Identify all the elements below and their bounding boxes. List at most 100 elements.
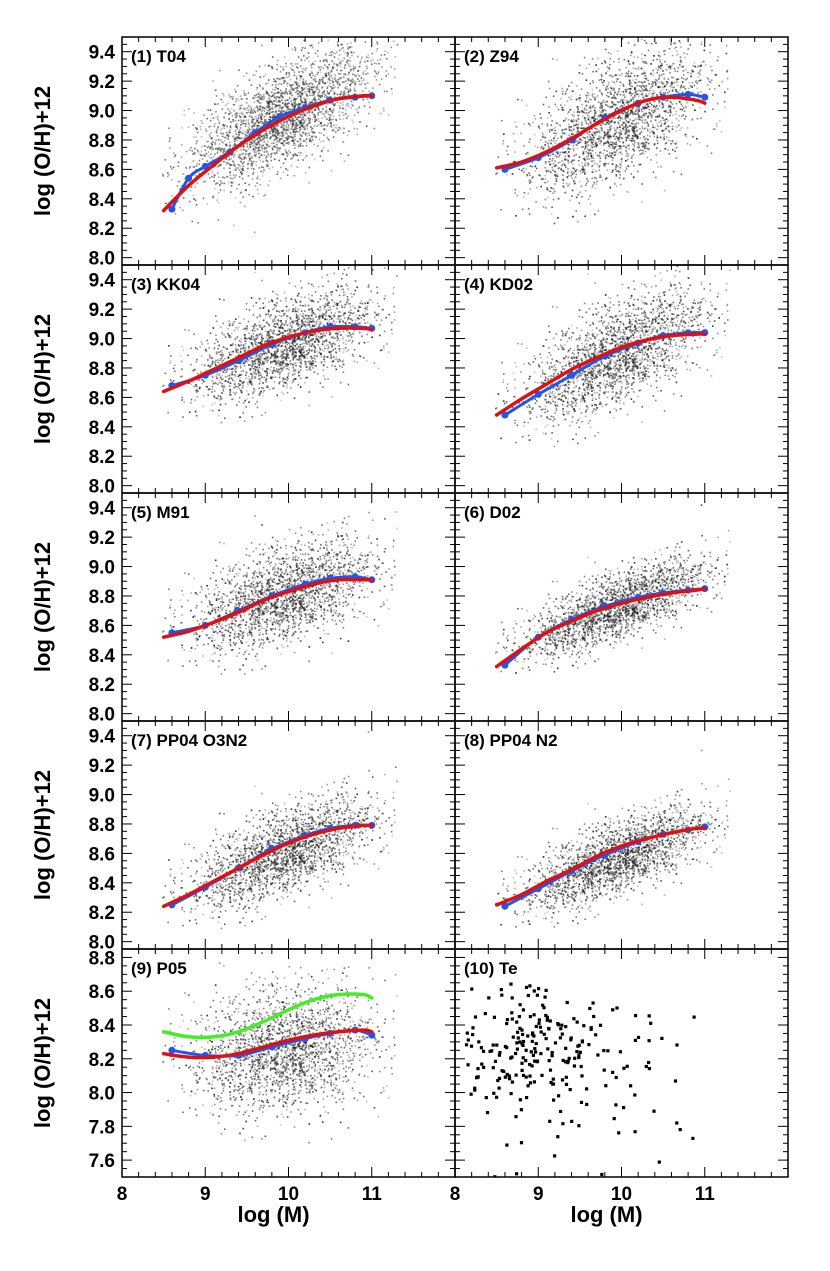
panel-frame xyxy=(454,36,789,266)
fit-line-red xyxy=(494,95,707,170)
median-point xyxy=(185,174,193,182)
panel-3: 8.0 8.2 8.4 8.6 8.8 9.0 9.2 9.4 log (O/H)+12 (3) … xyxy=(30,264,456,498)
panel-label: (7) PP04 O3N2 xyxy=(131,731,247,750)
y-tick-label: 8.4 xyxy=(89,190,116,211)
y-tick-label: 9.2 xyxy=(89,300,115,321)
y-tick-label: 8.2 xyxy=(89,219,115,240)
y-tick-label: 9.4 xyxy=(89,43,116,64)
fit-line-red xyxy=(161,823,374,909)
panel-label: (2) Z94 xyxy=(464,47,519,66)
panel-frame xyxy=(121,720,456,950)
median-point xyxy=(568,371,576,379)
y-axis-title: log (O/H)+12 xyxy=(30,998,55,1128)
y-tick-label: 9.0 xyxy=(89,558,115,579)
y-tick-label: 8.0 xyxy=(89,1084,115,1105)
median-point xyxy=(501,411,509,419)
scatter-points xyxy=(464,982,696,1177)
scatter-points xyxy=(495,504,731,674)
y-tick-label: 8.0 xyxy=(89,705,115,726)
y-tick-label: 7.6 xyxy=(89,1151,115,1172)
y-tick-label: 8.8 xyxy=(89,131,115,152)
x-tick-label: 9 xyxy=(533,1184,544,1205)
scatter-points xyxy=(162,731,398,930)
scatter-points xyxy=(495,265,731,448)
scatter-points xyxy=(495,37,729,225)
panel-6: (6) D02 xyxy=(454,492,789,722)
fit-line-red xyxy=(161,93,374,213)
y-tick-label: 8.2 xyxy=(89,1050,115,1071)
panel-label: (4) KD02 xyxy=(464,275,533,294)
median-point xyxy=(368,1031,376,1039)
fit-line-red xyxy=(161,326,374,394)
scatter-points xyxy=(162,952,398,1144)
y-axis-title: log (O/H)+12 xyxy=(30,314,55,444)
x-tick-label: 11 xyxy=(695,1184,716,1205)
panel-label: (9) P05 xyxy=(131,959,187,978)
fit-line-red xyxy=(494,332,707,417)
median-point xyxy=(168,205,176,213)
y-tick-label: 8.2 xyxy=(89,675,115,696)
y-tick-label: 8.6 xyxy=(89,982,115,1003)
y-tick-label: 8.4 xyxy=(89,646,116,667)
panel-label: (5) M91 xyxy=(131,503,190,522)
y-tick-label: 8.4 xyxy=(89,874,116,895)
y-tick-label: 9.4 xyxy=(89,727,116,748)
y-tick-label: 7.8 xyxy=(89,1117,115,1138)
x-axis-title: log (M) xyxy=(570,1202,642,1227)
scatter-points xyxy=(162,267,398,424)
y-tick-label: 9.4 xyxy=(89,499,116,520)
y-tick-label: 8.4 xyxy=(89,418,116,439)
median-point xyxy=(534,390,542,398)
panel-7: 8.0 8.2 8.4 8.6 8.8 9.0 9.2 9.4 log (O/H)+12 (7) … xyxy=(30,720,456,954)
fit-line-red xyxy=(161,577,374,639)
y-tick-label: 9.2 xyxy=(89,528,115,549)
y-tick-label: 8.6 xyxy=(89,160,115,181)
panel-4: (4) KD02 xyxy=(454,264,789,494)
scatter-points xyxy=(162,511,398,675)
panel-frame xyxy=(454,948,789,1178)
y-tick-label: 8.8 xyxy=(89,815,115,836)
panel-label: (10) Te xyxy=(464,959,518,978)
panel-8: (8) PP04 N2 xyxy=(454,720,789,950)
y-axis-title: log (O/H)+12 xyxy=(30,770,55,900)
y-tick-label: 9.4 xyxy=(89,271,116,292)
panel-label: (6) D02 xyxy=(464,503,521,522)
panel-label: (1) T04 xyxy=(131,47,186,66)
y-tick-label: 8.0 xyxy=(89,933,115,954)
panel-9: 7.6 7.8 8.0 8.2 8.4 8.6 8.8 8 9 10 11 log (M) log (O… xyxy=(30,948,456,1227)
y-axis-title: log (O/H)+12 xyxy=(30,542,55,672)
panel-frame xyxy=(454,264,789,494)
y-tick-label: 9.0 xyxy=(89,102,115,123)
median-point xyxy=(501,902,509,910)
panel-1: 8.0 8.2 8.4 8.6 8.8 9.0 9.2 9.4 log (O/H)+12 (1) … xyxy=(30,36,456,270)
median-point xyxy=(168,1046,176,1054)
fit-line-green xyxy=(161,992,374,1040)
panel-frame xyxy=(454,492,789,722)
median-point xyxy=(701,93,709,101)
median-point xyxy=(684,90,692,98)
y-tick-label: 8.4 xyxy=(89,1016,116,1037)
x-tick-label: 10 xyxy=(611,1184,632,1205)
panel-2: (2) Z94 xyxy=(454,36,789,266)
y-tick-label: 8.2 xyxy=(89,447,115,468)
y-tick-label: 8.2 xyxy=(89,903,115,924)
y-tick-label: 9.2 xyxy=(89,756,115,777)
y-tick-label: 8.8 xyxy=(89,359,115,380)
y-tick-label: 9.0 xyxy=(89,786,115,807)
panel-label: (8) PP04 N2 xyxy=(464,731,558,750)
y-tick-label: 8.6 xyxy=(89,844,115,865)
x-tick-label: 8 xyxy=(450,1184,461,1205)
scatter-points xyxy=(162,37,399,234)
panel-frame xyxy=(454,720,789,950)
y-tick-label: 9.0 xyxy=(89,330,115,351)
y-tick-label: 8.6 xyxy=(89,616,115,637)
y-tick-label: 8.8 xyxy=(89,948,115,969)
x-tick-label: 10 xyxy=(278,1184,299,1205)
x-tick-label: 9 xyxy=(200,1184,211,1205)
x-tick-label: 11 xyxy=(362,1184,383,1205)
y-tick-label: 8.8 xyxy=(89,587,115,608)
y-tick-label: 9.2 xyxy=(89,72,115,93)
y-tick-label: 8.0 xyxy=(89,477,115,498)
panel-5: 8.0 8.2 8.4 8.6 8.8 9.0 9.2 9.4 log (O/H)+12 (5) … xyxy=(30,492,456,726)
